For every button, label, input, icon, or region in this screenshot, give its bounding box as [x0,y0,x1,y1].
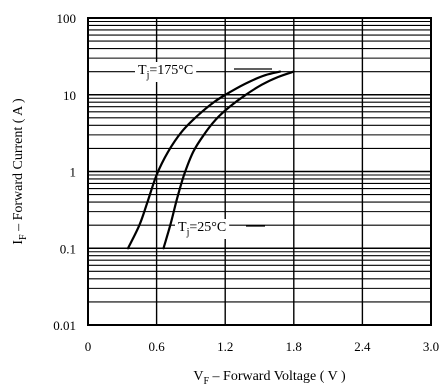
x-axis-label-sub: F [203,376,209,385]
curve-tj-175c [126,70,282,250]
curves [126,68,295,250]
svg-text:Tj=25°C: Tj=25°C [178,220,226,238]
y-axis-label: IF – Forward Current ( A ) [11,98,29,245]
series-label-25c: Tj=25°C [175,219,230,239]
y-tick-label: 0.1 [60,241,76,256]
series-label-25c-rest: =25°C [189,220,226,235]
y-tick-label: 0.01 [53,318,76,333]
x-tick-label: 3.0 [423,339,439,354]
x-tick-label: 0 [85,339,92,354]
x-tick-label: 2.4 [354,339,371,354]
series-label-25c-bg [175,219,230,239]
y-tick-label: 1 [70,165,77,180]
plot-frame [87,17,432,326]
series-label-175c-bg [135,62,197,82]
svg-text:Tj=175°C: Tj=175°C [138,63,193,81]
curve-tj-25c [162,70,295,250]
y-tick-labels: 0.01 0.1 1 10 100 [53,11,76,333]
y-axis-label-rest: – Forward Current ( A ) [11,98,26,234]
series-label-25c-main: T [178,220,187,235]
series-label-175c-rest: =175°C [149,63,193,78]
series-label-175c-main: T [138,63,147,78]
x-axis-label-rest: – Forward Voltage ( V ) [209,369,346,384]
x-tick-label: 1.2 [217,339,233,354]
x-axis-label-main: V [193,369,203,384]
x-tick-labels: 0 0.6 1.2 1.8 2.4 3.0 [85,339,439,354]
series-label-175c-sub: j [146,70,150,81]
y-axis-label-sub: F [18,234,29,240]
y-tick-label: 100 [57,11,77,26]
series-label-175c: Tj=175°C [135,62,197,82]
series-label-25c-sub: j [186,227,190,238]
x-tick-label: 1.8 [286,339,302,354]
x-tick-label: 0.6 [148,339,165,354]
x-axis-label: VF – Forward Voltage ( V ) [193,369,346,385]
y-axis-label-main: I [11,240,26,245]
y-tick-label: 10 [63,88,76,103]
